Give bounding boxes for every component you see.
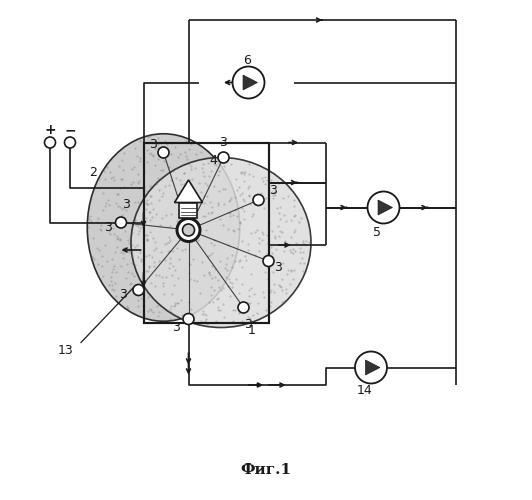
Bar bbox=[144, 142, 269, 322]
Circle shape bbox=[115, 217, 127, 228]
Circle shape bbox=[158, 147, 169, 158]
Ellipse shape bbox=[131, 158, 311, 328]
Text: 3: 3 bbox=[270, 184, 277, 196]
Text: 3: 3 bbox=[220, 136, 228, 149]
Circle shape bbox=[355, 352, 387, 384]
Circle shape bbox=[263, 256, 274, 266]
Circle shape bbox=[182, 224, 195, 236]
Polygon shape bbox=[365, 360, 380, 375]
Text: 3: 3 bbox=[275, 261, 282, 274]
Polygon shape bbox=[378, 200, 393, 215]
Text: 5: 5 bbox=[373, 226, 381, 239]
Text: 6: 6 bbox=[243, 54, 251, 68]
Circle shape bbox=[253, 194, 264, 205]
Text: 1: 1 bbox=[248, 324, 256, 336]
Circle shape bbox=[368, 192, 400, 224]
Text: 3: 3 bbox=[105, 221, 112, 234]
Circle shape bbox=[232, 66, 264, 98]
Bar bbox=[179, 202, 197, 218]
Text: 3: 3 bbox=[149, 138, 157, 151]
Circle shape bbox=[133, 284, 144, 296]
Text: 4: 4 bbox=[210, 154, 218, 166]
Text: +: + bbox=[44, 123, 56, 137]
Text: 2: 2 bbox=[89, 166, 97, 179]
Polygon shape bbox=[243, 75, 257, 90]
Text: 3: 3 bbox=[120, 288, 128, 302]
Text: Фиг.1: Фиг.1 bbox=[240, 463, 292, 477]
Circle shape bbox=[183, 314, 194, 324]
Circle shape bbox=[218, 152, 229, 163]
Text: −: − bbox=[64, 123, 76, 137]
Circle shape bbox=[238, 302, 249, 313]
Polygon shape bbox=[174, 180, 203, 203]
Text: 3: 3 bbox=[122, 198, 130, 211]
Ellipse shape bbox=[87, 134, 240, 322]
Circle shape bbox=[177, 218, 200, 242]
Circle shape bbox=[64, 137, 76, 148]
Text: 13: 13 bbox=[58, 344, 74, 356]
Text: 14: 14 bbox=[357, 384, 373, 396]
Text: 3: 3 bbox=[172, 321, 180, 334]
Text: 3: 3 bbox=[245, 318, 253, 332]
Circle shape bbox=[45, 137, 55, 148]
